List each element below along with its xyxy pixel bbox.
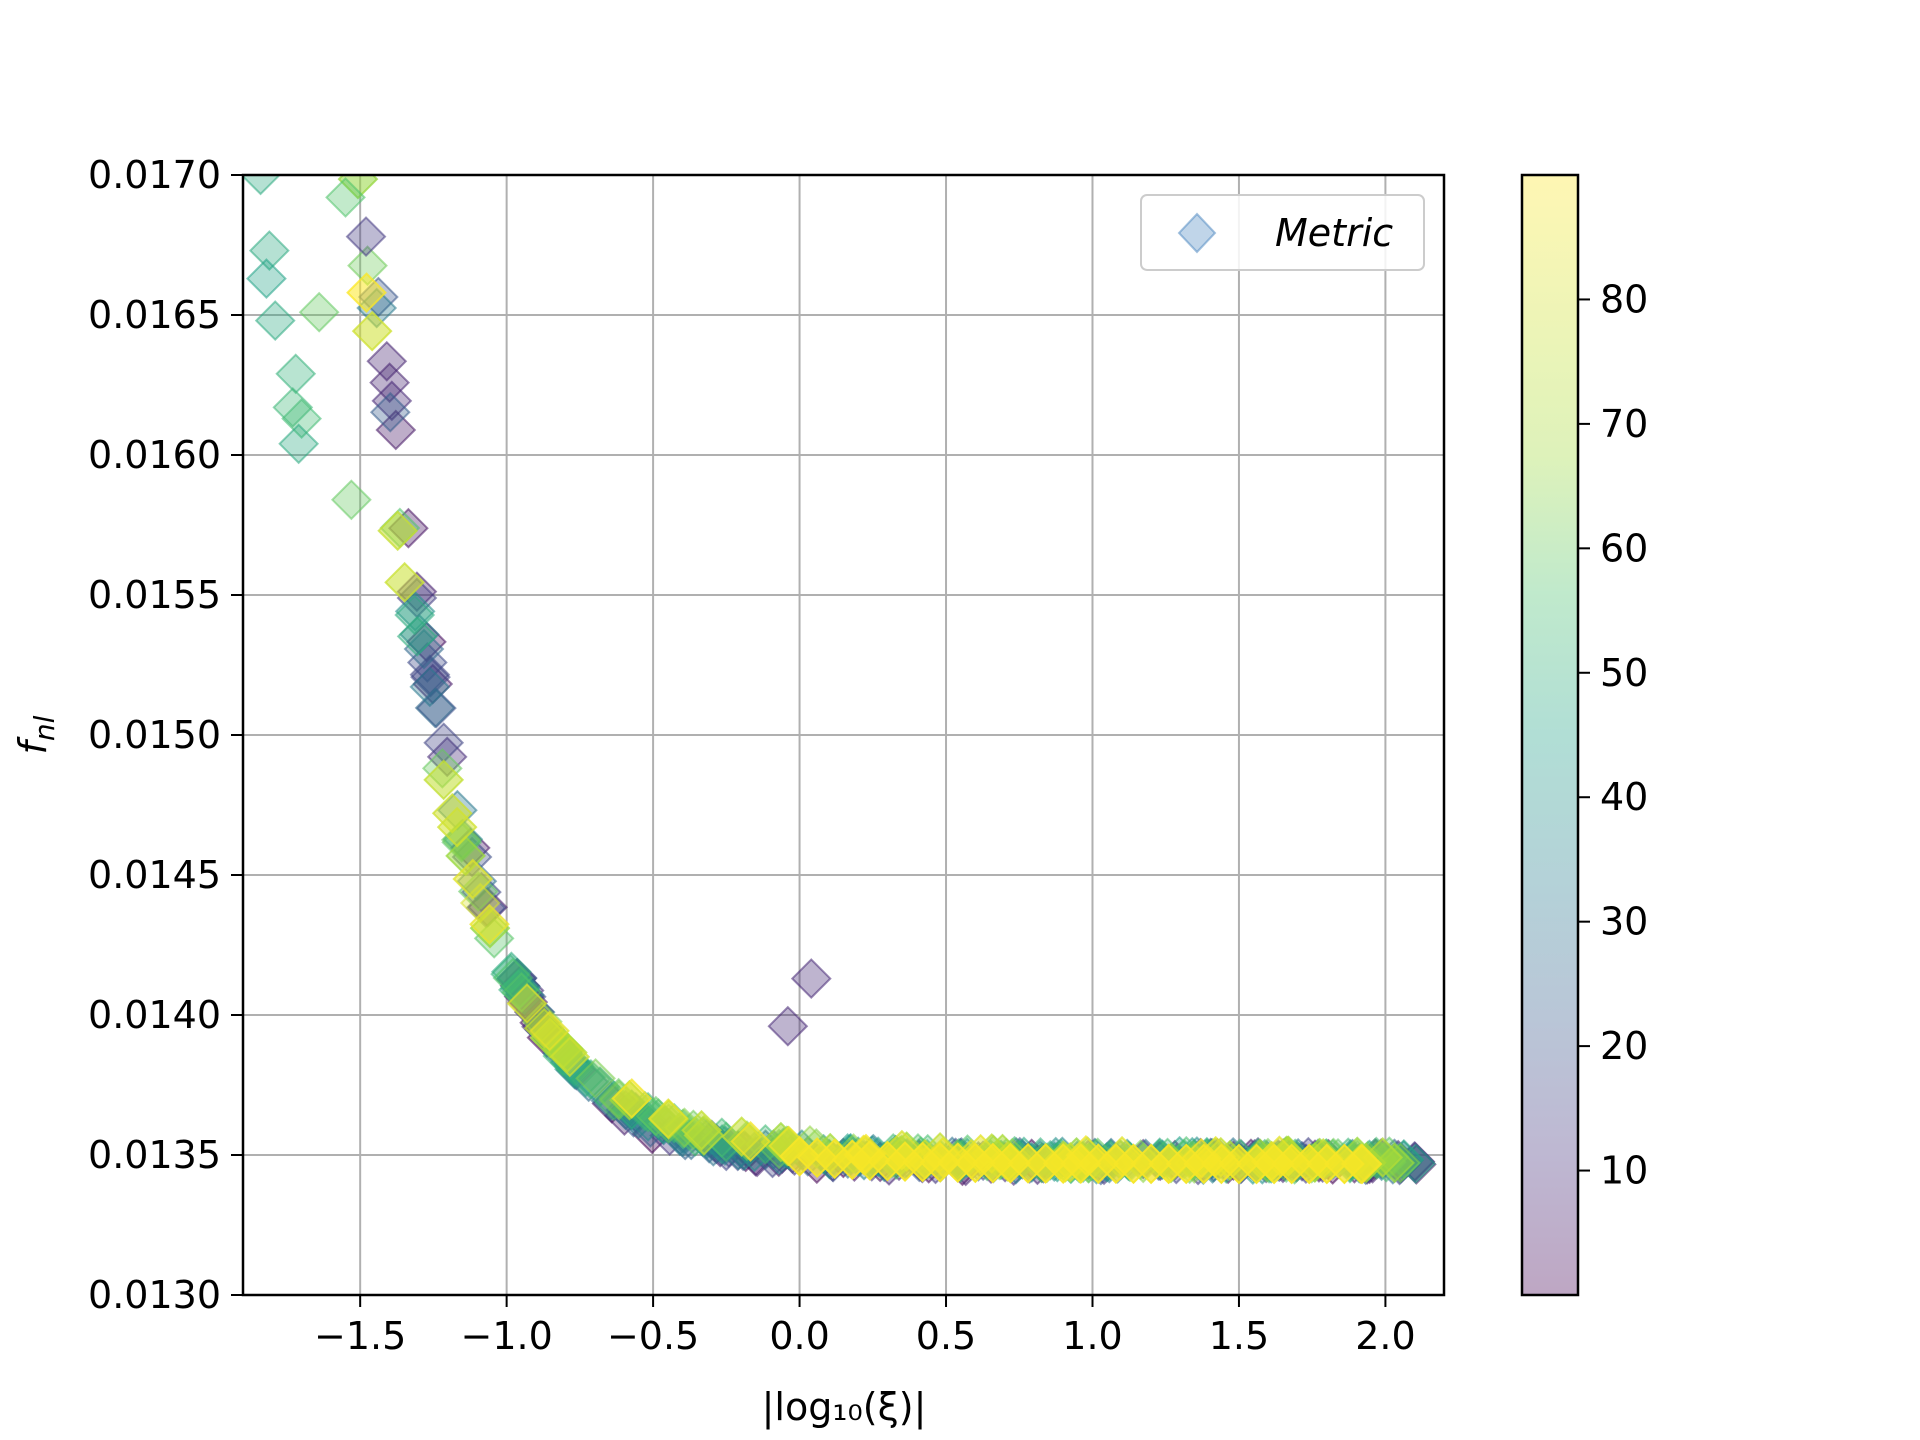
scatter-point — [377, 510, 419, 552]
scatter-point — [248, 230, 290, 272]
y-axis-label: fnl — [11, 715, 61, 754]
scatter-point — [790, 958, 832, 1000]
y-tick-label: 0.0155 — [88, 573, 221, 617]
scatter-point — [394, 590, 436, 632]
grid-lines — [243, 174, 1444, 1296]
legend-label: Metric — [1275, 211, 1393, 255]
scatter-point — [298, 291, 340, 333]
y-tick-label: 0.0160 — [88, 433, 221, 477]
scatter-point — [351, 310, 393, 352]
colorbar — [1520, 173, 1580, 1297]
scatter-point — [338, 56, 376, 94]
scatter-point — [243, 175, 281, 196]
colorbar-tick-label: 30 — [1600, 900, 1648, 944]
x-axis-ticks: −1.5 −1.0 −0.5 0.0 0.5 1.0 1.5 2.0 — [314, 1295, 1416, 1358]
scatter-point — [490, 953, 532, 995]
scatter-point — [1362, 1137, 1404, 1178]
colorbar-ticks: 10 20 30 40 50 60 70 80 — [1578, 277, 1648, 1193]
scatter-point — [575, 1057, 616, 1099]
colorbar-tick-label: 10 — [1600, 1149, 1648, 1193]
scatter-point — [1341, 1143, 1383, 1185]
x-tick-label: 1.0 — [1062, 1314, 1122, 1358]
y-tick-label: 0.0130 — [88, 1273, 221, 1317]
scatter-point — [345, 216, 387, 258]
scatter-point — [254, 300, 296, 342]
scatter-point — [371, 380, 413, 422]
scatter-point — [506, 983, 548, 1024]
y-tick-label: 0.0150 — [88, 713, 221, 757]
colorbar-tick-label: 40 — [1600, 775, 1648, 819]
scatter-point — [325, 176, 366, 218]
colorbar-tick-label: 80 — [1600, 277, 1648, 321]
x-tick-label: 2.0 — [1355, 1314, 1415, 1358]
colorbar-tick-label: 60 — [1600, 526, 1648, 570]
legend: Metric — [1140, 194, 1425, 271]
scatter-point — [330, 479, 372, 521]
y-tick-label: 0.0165 — [88, 293, 221, 337]
scatter-point — [549, 1036, 591, 1078]
x-tick-label: −1.5 — [314, 1314, 406, 1358]
scatter-point — [647, 1098, 689, 1139]
scatter-point — [331, 0, 369, 14]
x-axis-label: |log₁₀(ξ)| — [762, 1385, 927, 1430]
scatter-point — [396, 615, 438, 657]
scatter-point — [767, 1005, 809, 1047]
scatter-point — [281, 398, 322, 440]
scatter-point — [384, 561, 426, 603]
y-tick-label: 0.0135 — [88, 1133, 221, 1177]
scatter-points — [243, 0, 1437, 1187]
x-tick-label: −0.5 — [607, 1314, 699, 1358]
legend-marker-icon — [1177, 212, 1217, 254]
scatter-point — [570, 1058, 612, 1100]
scatter-point — [459, 882, 501, 924]
scatter-point — [681, 1109, 722, 1151]
scatter-point — [423, 759, 465, 801]
scatter-point — [490, 951, 532, 993]
x-tick-label: 0.5 — [916, 1314, 976, 1358]
legend-box — [1140, 194, 1425, 271]
scatter-point — [611, 1078, 653, 1119]
y-tick-label: 0.0140 — [88, 993, 221, 1037]
scatter-point — [436, 806, 478, 848]
scatter-point — [394, 594, 436, 636]
scatter-point — [409, 666, 451, 708]
x-tick-label: 1.5 — [1209, 1314, 1269, 1358]
colorbar-tick-label: 70 — [1600, 402, 1648, 446]
scatter-point — [414, 687, 456, 729]
scatter-point — [529, 1010, 570, 1052]
colorbar-tick-label: 50 — [1600, 651, 1648, 695]
scatter-point — [246, 258, 287, 300]
scatter-point — [452, 858, 494, 900]
scatter-point — [730, 1121, 771, 1162]
y-tick-label: 0.0170 — [88, 153, 221, 197]
x-tick-label: 0.0 — [769, 1314, 829, 1358]
scatter-point — [346, 272, 387, 314]
scatter-point — [366, 340, 408, 382]
x-tick-label: −1.0 — [460, 1314, 552, 1358]
scatter-point — [278, 423, 320, 465]
y-tick-label: 0.0145 — [88, 853, 221, 897]
colorbar-tick-label: 20 — [1600, 1024, 1648, 1068]
y-axis-ticks: 0.0130 0.0135 0.0140 0.0145 0.0150 0.0155 0.01… — [88, 153, 243, 1317]
scatter-point — [369, 391, 411, 433]
scatter-point — [275, 353, 317, 395]
scatter-point — [330, 64, 368, 102]
scatter-point — [492, 957, 534, 999]
